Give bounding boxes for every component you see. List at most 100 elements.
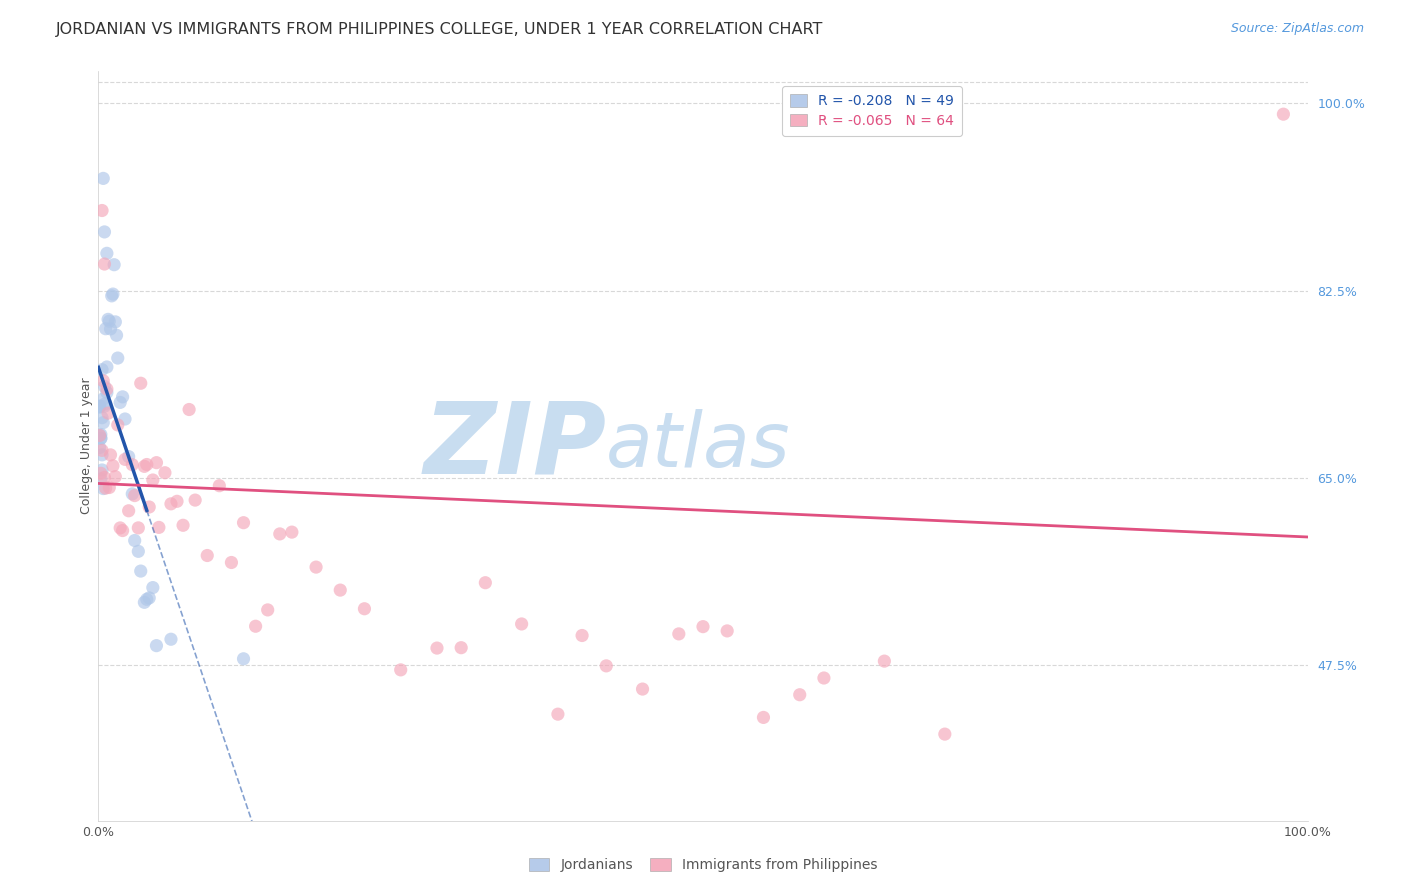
Point xyxy=(89,441,111,455)
Point xyxy=(90,431,112,445)
Point xyxy=(631,681,654,696)
Point xyxy=(93,257,115,271)
Point xyxy=(232,652,254,666)
Point xyxy=(94,396,117,410)
Point xyxy=(153,466,176,480)
Point xyxy=(96,385,118,400)
Point xyxy=(124,489,146,503)
Text: ZIP: ZIP xyxy=(423,398,606,494)
Point xyxy=(716,624,738,638)
Point xyxy=(93,225,115,239)
Point xyxy=(107,351,129,365)
Point xyxy=(426,641,449,656)
Point xyxy=(329,583,352,598)
Point xyxy=(148,520,170,534)
Text: Source: ZipAtlas.com: Source: ZipAtlas.com xyxy=(1230,22,1364,36)
Point xyxy=(138,591,160,605)
Point xyxy=(124,533,146,548)
Point xyxy=(450,640,472,655)
Point xyxy=(108,521,131,535)
Point xyxy=(145,639,167,653)
Point xyxy=(510,617,533,632)
Legend: R = -0.208   N = 49, R = -0.065   N = 64: R = -0.208 N = 49, R = -0.065 N = 64 xyxy=(782,86,962,136)
Point xyxy=(873,654,896,668)
Point xyxy=(121,458,143,472)
Point xyxy=(127,544,149,558)
Point xyxy=(114,412,136,426)
Point xyxy=(142,473,165,487)
Legend: Jordanians, Immigrants from Philippines: Jordanians, Immigrants from Philippines xyxy=(523,853,883,878)
Point xyxy=(752,710,775,724)
Point xyxy=(305,560,328,574)
Point xyxy=(595,658,617,673)
Point xyxy=(142,581,165,595)
Point xyxy=(1272,107,1295,121)
Point xyxy=(108,395,131,409)
Y-axis label: College, Under 1 year: College, Under 1 year xyxy=(80,377,93,515)
Point xyxy=(96,246,118,260)
Point xyxy=(111,524,134,538)
Text: JORDANIAN VS IMMIGRANTS FROM PHILIPPINES COLLEGE, UNDER 1 YEAR CORRELATION CHART: JORDANIAN VS IMMIGRANTS FROM PHILIPPINES… xyxy=(56,22,824,37)
Point xyxy=(100,448,122,462)
Point xyxy=(101,287,124,301)
Point xyxy=(100,322,122,336)
Point xyxy=(91,362,114,376)
Point xyxy=(160,632,183,647)
Point xyxy=(121,487,143,501)
Point xyxy=(138,500,160,514)
Point xyxy=(111,390,134,404)
Point xyxy=(134,595,156,609)
Point xyxy=(98,481,121,495)
Point xyxy=(89,399,111,413)
Point xyxy=(89,400,111,414)
Point xyxy=(93,379,115,393)
Point xyxy=(160,497,183,511)
Point xyxy=(547,707,569,722)
Point xyxy=(129,376,152,391)
Point xyxy=(134,459,156,474)
Point xyxy=(89,399,111,413)
Point xyxy=(91,392,114,406)
Point xyxy=(789,688,811,702)
Point xyxy=(91,482,114,496)
Point xyxy=(90,427,112,442)
Point xyxy=(100,289,122,303)
Point xyxy=(135,458,157,472)
Point xyxy=(91,448,114,462)
Point xyxy=(118,504,141,518)
Point xyxy=(91,463,114,477)
Point xyxy=(166,494,188,508)
Point xyxy=(90,431,112,445)
Point xyxy=(101,458,124,473)
Point xyxy=(172,518,194,533)
Point xyxy=(256,603,278,617)
Point xyxy=(104,315,127,329)
Point xyxy=(98,314,121,328)
Point xyxy=(208,479,231,493)
Point xyxy=(353,601,375,615)
Point xyxy=(813,671,835,685)
Text: atlas: atlas xyxy=(606,409,790,483)
Point xyxy=(91,443,114,458)
Point xyxy=(668,627,690,641)
Point xyxy=(389,663,412,677)
Point xyxy=(96,382,118,396)
Point xyxy=(96,359,118,374)
Point xyxy=(89,428,111,442)
Point xyxy=(114,452,136,467)
Point xyxy=(91,374,114,388)
Point xyxy=(245,619,267,633)
Point xyxy=(94,481,117,495)
Point xyxy=(103,258,125,272)
Point xyxy=(571,628,593,642)
Point xyxy=(91,203,114,218)
Point xyxy=(145,456,167,470)
Point xyxy=(129,564,152,578)
Point xyxy=(94,322,117,336)
Point xyxy=(135,592,157,607)
Point xyxy=(104,469,127,483)
Point xyxy=(91,410,114,425)
Point xyxy=(184,493,207,508)
Point xyxy=(269,527,291,541)
Point xyxy=(91,171,114,186)
